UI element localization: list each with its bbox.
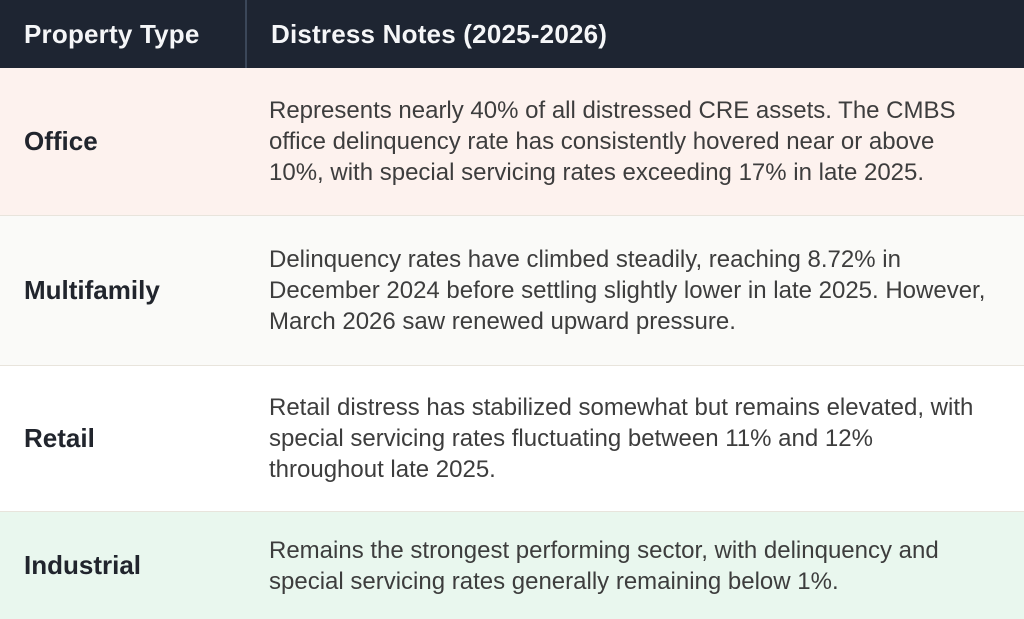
column-header-property-type: Property Type: [24, 18, 200, 49]
table-body: Office Represents nearly 40% of all dist…: [0, 68, 1024, 619]
distress-note-cell: Represents nearly 40% of all distressed …: [269, 97, 956, 186]
distress-note-cell: Retail distress has stabilized somewhat …: [269, 394, 974, 483]
table-row: Industrial Remains the strongest perform…: [0, 511, 1024, 619]
property-type-cell: Retail: [24, 423, 95, 453]
distress-note-cell: Delinquency rates have climbed steadily,…: [269, 246, 986, 335]
table-row: Retail Retail distress has stabilized so…: [0, 365, 1024, 511]
column-header-distress-notes: Distress Notes (2025-2026): [245, 0, 1024, 68]
table-header-row: Property Type Distress Notes (2025-2026): [0, 0, 1024, 68]
property-type-cell: Office: [24, 126, 98, 156]
table-row: Office Represents nearly 40% of all dist…: [0, 68, 1024, 215]
property-type-cell: Multifamily: [24, 275, 160, 305]
table-row: Multifamily Delinquency rates have climb…: [0, 215, 1024, 365]
distress-note-cell: Remains the strongest performing sector,…: [269, 536, 939, 595]
property-type-cell: Industrial: [24, 550, 142, 580]
